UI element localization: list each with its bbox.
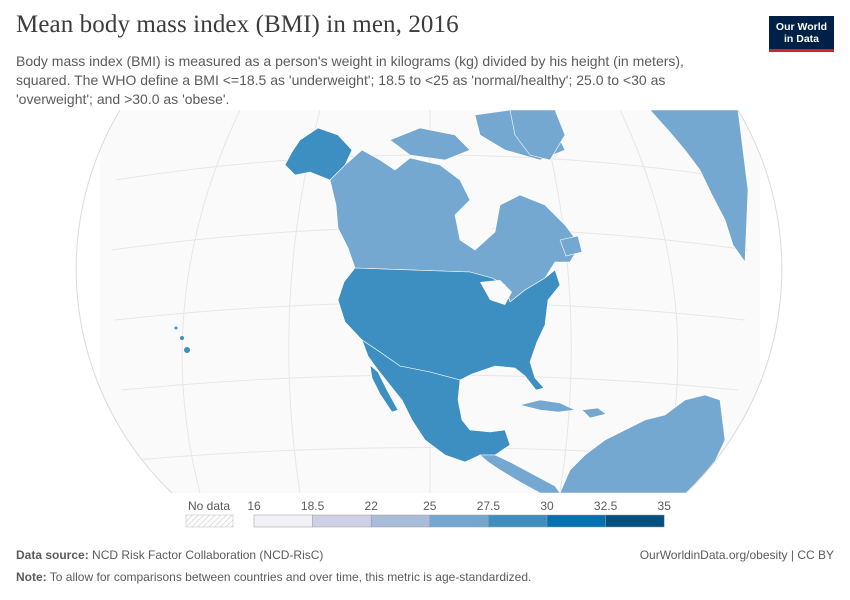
legend-tick-label: 27.5: [477, 499, 501, 513]
region-cuba[interactable]: [519, 399, 577, 413]
legend-tick-label: 32.5: [594, 499, 618, 513]
great-lakes: [480, 280, 512, 305]
legend-tick-label: 25: [423, 499, 437, 513]
note-text: To allow for comparisons between countri…: [49, 570, 532, 584]
region-alaska[interactable]: [284, 127, 353, 181]
legend-bin[interactable]: [546, 514, 606, 528]
region-greenland[interactable]: [509, 110, 566, 161]
region-mexico[interactable]: [361, 339, 511, 463]
legend-bin[interactable]: [429, 514, 489, 528]
legend-bin[interactable]: [605, 514, 665, 528]
legend-no-data-label: No data: [188, 499, 230, 513]
legend-tick-label: 30: [540, 499, 554, 513]
legend-bin[interactable]: [370, 514, 431, 528]
legend-bin[interactable]: [488, 514, 548, 528]
region-hawaii[interactable]: [174, 326, 191, 354]
legend-bin[interactable]: [253, 514, 313, 528]
note-label: Note:: [16, 570, 47, 584]
chart-subtitle: Body mass index (BMI) is measured as a p…: [16, 53, 684, 107]
logo-line-1: Our World: [775, 21, 828, 33]
globe-outline: [75, 109, 783, 494]
source-text[interactable]: NCD Risk Factor Collaboration (NCD-RisC): [92, 548, 324, 562]
logo-line-2: in Data: [783, 33, 819, 45]
note-line: Note: To allow for comparisons between c…: [16, 570, 531, 584]
credit-link[interactable]: OurWorldinData.org/obesity | CC BY: [639, 548, 834, 562]
source-line: Data source: NCD Risk Factor Collaborati…: [16, 548, 323, 562]
region-newfoundland[interactable]: [559, 235, 583, 257]
legend-tick-label: 35: [658, 499, 672, 513]
legend-tick-label: 22: [365, 499, 379, 513]
owid-logo[interactable]: Our World in Data: [769, 16, 834, 52]
source-label: Data source:: [16, 548, 89, 562]
region-russia[interactable]: [649, 110, 749, 263]
chart-title: Mean body mass index (BMI) in men, 2016: [16, 11, 459, 38]
legend-bin[interactable]: [312, 514, 372, 528]
region-baja-california[interactable]: [369, 364, 399, 413]
hudson-bay: [455, 190, 498, 245]
region-hispaniola[interactable]: [581, 407, 607, 419]
legend-tick-label: 18.5: [301, 499, 325, 513]
legend-tick-label: 16: [247, 499, 261, 513]
region-canada-islands[interactable]: [389, 127, 471, 161]
region-central-america[interactable]: [479, 454, 561, 493]
legend-no-data-swatch[interactable]: [185, 514, 234, 528]
region-south-america[interactable]: [559, 394, 726, 493]
